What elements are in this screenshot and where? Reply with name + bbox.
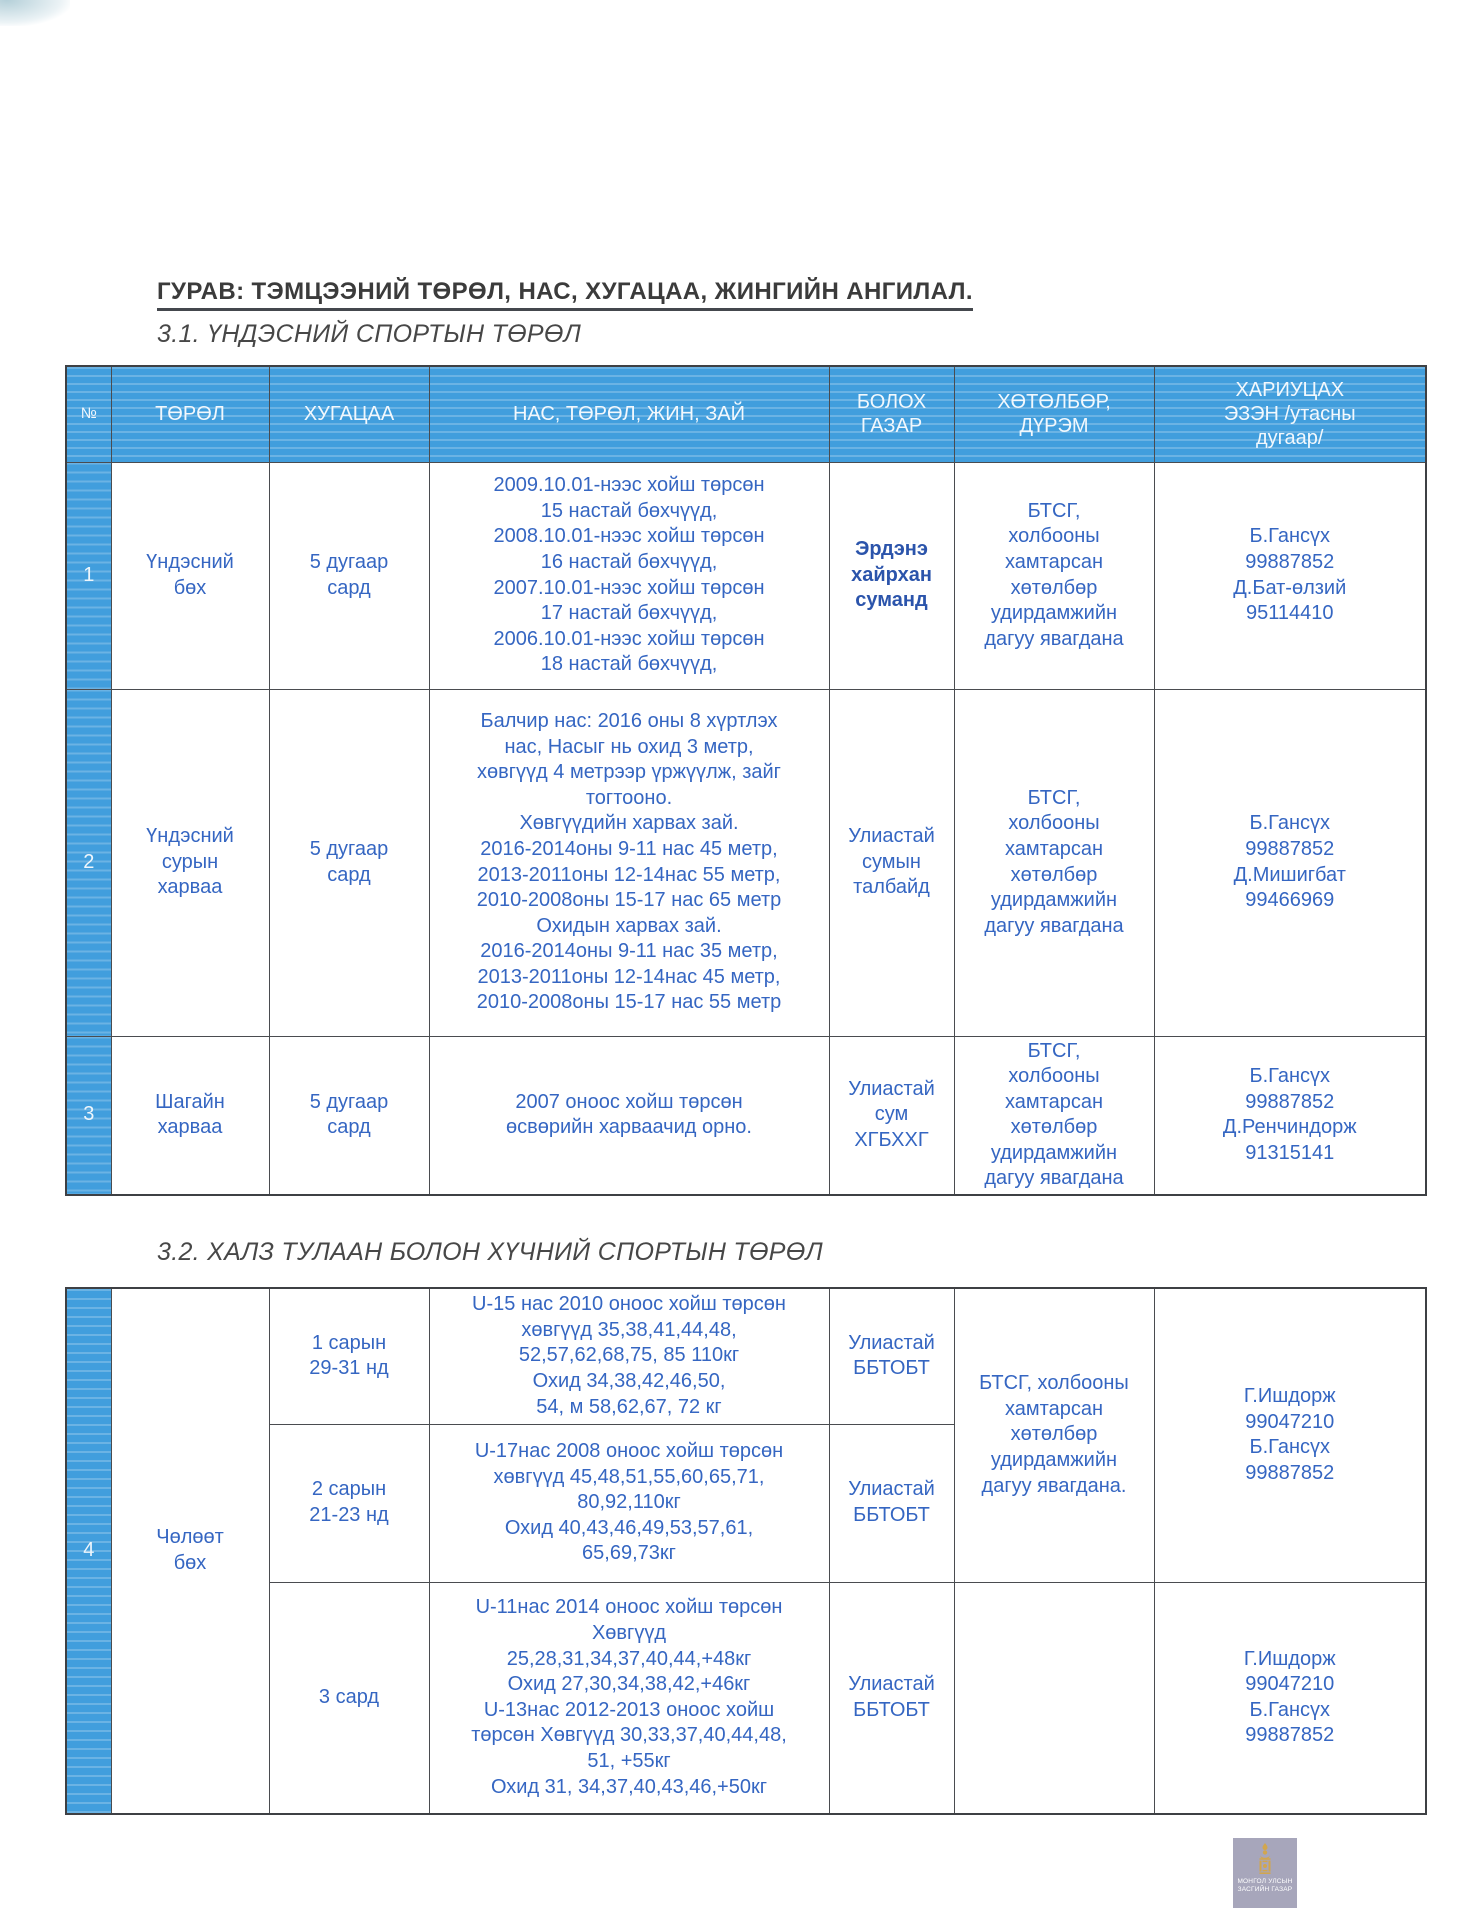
- col-header-program: ХӨТӨЛБӨР, ДҮРЭМ: [953, 365, 1155, 463]
- cell-r2-program: БТСГ, холбооны хамтарсан хөтөлбөр удирда…: [953, 688, 1155, 1037]
- table-row-4-sub-2: 2 сарын 21-23 нд U-17нас 2008 оноос хойш…: [66, 1423, 1426, 1583]
- col-header-no: №: [65, 365, 112, 463]
- government-of-mongolia-logo: МОНГОЛ УЛСЫН ЗАСГИЙН ГАЗАР: [1233, 1838, 1297, 1908]
- cell-r3-age: 2007 оноос хойш төрсөн өсвөрийн харваачи…: [428, 1035, 830, 1196]
- cell-r4b-place: Улиастай ББТОБТ: [828, 1423, 955, 1583]
- cell-r3-program: БТСГ, холбооны хамтарсан хөтөлбөр удирда…: [953, 1035, 1155, 1196]
- col-header-type: ТӨРӨЛ: [110, 365, 270, 463]
- cell-r3-time: 5 дугаар сард: [268, 1035, 430, 1196]
- cell-r4c-age: U-11нас 2014 оноос хойш төрсөн Хөвгүүд 2…: [428, 1581, 830, 1815]
- cell-r2-age: Балчир нас: 2016 оны 8 хүртлэх нас, Насы…: [428, 688, 830, 1037]
- cell-r3-no: 3: [65, 1035, 112, 1196]
- cell-r1-place: Эрдэнэ хайрхан суманд: [828, 461, 955, 690]
- cell-r2-time: 5 дугаар сард: [268, 688, 430, 1037]
- table-row-3: 3 Шагайн харваа 5 дугаар сард 2007 оноос…: [65, 1035, 1427, 1196]
- cell-r4-program-merged: БТСГ, холбооны хамтарсан хөтөлбөр удирда…: [953, 1287, 1155, 1583]
- combat-strength-sports-table: 4 Чөлөөт бөх 1 сарын 29-31 нд U-15 нас 2…: [65, 1287, 1427, 1815]
- cell-r2-no: 2: [65, 688, 112, 1037]
- cell-r4c-owner: Г.Ишдорж 99047210 Б.Гансүх 99887852: [1153, 1581, 1427, 1815]
- cell-r4b-age: U-17нас 2008 оноос хойш төрсөн хөвгүүд 4…: [428, 1423, 830, 1583]
- logo-caption: МОНГОЛ УЛСЫН ЗАСГИЙН ГАЗАР: [1237, 1878, 1293, 1893]
- cell-r4b-time: 2 сарын 21-23 нд: [268, 1423, 430, 1583]
- cell-r1-time: 5 дугаар сард: [268, 461, 430, 690]
- cell-r3-owner: Б.Гансүх 99887852 Д.Ренчиндорж 91315141: [1153, 1035, 1427, 1196]
- soyombo-icon: [1259, 1843, 1271, 1874]
- cell-r1-age: 2009.10.01-нээс хойш төрсөн 15 настай бө…: [428, 461, 830, 690]
- cell-r4-owner-merged: Г.Ишдорж 99047210 Б.Гансүх 99887852: [1153, 1287, 1427, 1583]
- cell-r1-owner: Б.Гансүх 99887852 Д.Бат-өлзий 95114410: [1153, 461, 1427, 690]
- national-sports-table: № ТӨРӨЛ ХУГАЦАА НАС, ТӨРӨЛ, ЖИН, ЗАЙ БОЛ…: [65, 365, 1427, 1197]
- col-header-age: НАС, ТӨРӨЛ, ЖИН, ЗАЙ: [428, 365, 830, 463]
- cell-r2-place: Улиастай сумын талбайд: [828, 688, 955, 1037]
- col-header-owner: ХАРИУЦАХ ЭЗЭН /утасны дугаар/: [1153, 365, 1427, 463]
- table-row-4-sub-1: 4 Чөлөөт бөх 1 сарын 29-31 нд U-15 нас 2…: [65, 1287, 1427, 1815]
- cell-r1-program: БТСГ, холбооны хамтарсан хөтөлбөр удирда…: [953, 461, 1155, 690]
- cell-r4c-program: [953, 1581, 1155, 1815]
- cell-r4a-time: 1 сарын 29-31 нд: [268, 1287, 430, 1425]
- cell-r1-type: Үндэсний бөх: [110, 461, 270, 690]
- table-row-4-sub-3: 3 сард U-11нас 2014 оноос хойш төрсөн Хө…: [66, 1581, 1427, 1815]
- section-3-1-subtitle: 3.1. ҮНДЭСНИЙ СПОРТЫН ТӨРӨЛ: [157, 320, 582, 348]
- cell-r4a-age: U-15 нас 2010 оноос хойш төрсөн хөвгүүд …: [428, 1287, 830, 1425]
- cell-r2-owner: Б.Гансүх 99887852 Д.Мишигбат 99466969: [1153, 688, 1427, 1037]
- cell-r4-no: 4: [65, 1287, 112, 1815]
- section-3-2-subtitle: 3.2. ХАЛЗ ТУЛААН БОЛОН ХҮЧНИЙ СПОРТЫН ТӨ…: [157, 1238, 823, 1266]
- doc-title: ГУРАВ: ТЭМЦЭЭНИЙ ТӨРӨЛ, НАС, ХУГАЦАА, ЖИ…: [157, 278, 973, 311]
- cell-r2-type: Үндэсний сурын харваа: [110, 688, 270, 1037]
- table-row-1: 1 Үндэсний бөх 5 дугаар сард 2009.10.01-…: [65, 461, 1427, 690]
- cell-r4c-time: 3 сард: [268, 1581, 430, 1815]
- cell-r4c-place: Улиастай ББТОБТ: [828, 1581, 955, 1815]
- cell-r3-place: Улиастай сум ХГБХХГ: [828, 1035, 955, 1196]
- table1-header-row: № ТӨРӨЛ ХУГАЦАА НАС, ТӨРӨЛ, ЖИН, ЗАЙ БОЛ…: [65, 365, 1427, 463]
- table-row-2: 2 Үндэсний сурын харваа 5 дугаар сард Ба…: [65, 688, 1427, 1037]
- cell-r1-no: 1: [65, 461, 112, 690]
- cell-r3-type: Шагайн харваа: [110, 1035, 270, 1196]
- col-header-place: БОЛОХ ГАЗАР: [828, 365, 955, 463]
- cell-r4-type: Чөлөөт бөх: [110, 1287, 270, 1815]
- cell-r4a-place: Улиастай ББТОБТ: [828, 1287, 955, 1425]
- scan-artifact-smudge: [0, 0, 70, 26]
- col-header-time: ХУГАЦАА: [268, 365, 430, 463]
